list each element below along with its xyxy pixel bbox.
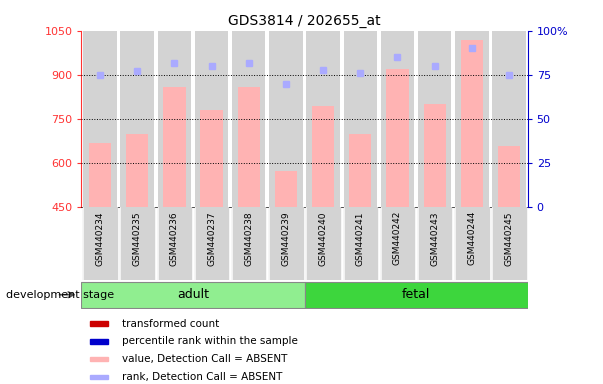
Bar: [312, 106, 334, 207]
Bar: [305, 282, 528, 308]
Text: percentile rank within the sample: percentile rank within the sample: [122, 336, 297, 346]
Bar: [387, 69, 409, 207]
Text: value, Detection Call = ABSENT: value, Detection Call = ABSENT: [122, 354, 287, 364]
Bar: [418, 31, 452, 207]
Bar: [455, 31, 488, 207]
Bar: [90, 321, 108, 326]
Bar: [238, 87, 260, 207]
Bar: [163, 87, 186, 207]
Bar: [492, 31, 526, 207]
Bar: [344, 31, 377, 207]
Text: GSM440239: GSM440239: [282, 211, 291, 266]
Bar: [121, 207, 154, 280]
Bar: [121, 31, 154, 207]
Text: transformed count: transformed count: [122, 319, 219, 329]
Bar: [83, 31, 117, 207]
Bar: [344, 207, 377, 280]
Bar: [90, 375, 108, 379]
Bar: [492, 207, 526, 280]
Bar: [380, 31, 414, 207]
Bar: [90, 339, 108, 344]
Text: GSM440234: GSM440234: [95, 211, 104, 265]
Text: GSM440243: GSM440243: [430, 211, 439, 265]
Text: GSM440245: GSM440245: [505, 211, 514, 265]
Bar: [232, 207, 265, 280]
Text: fetal: fetal: [402, 288, 431, 301]
Bar: [195, 207, 229, 280]
Text: GSM440240: GSM440240: [318, 211, 327, 265]
Text: GSM440242: GSM440242: [393, 211, 402, 265]
Bar: [275, 170, 297, 207]
Bar: [83, 207, 117, 280]
Text: rank, Detection Call = ABSENT: rank, Detection Call = ABSENT: [122, 372, 282, 382]
Bar: [380, 207, 414, 280]
Bar: [306, 207, 340, 280]
Text: GSM440241: GSM440241: [356, 211, 365, 265]
Bar: [200, 110, 223, 207]
Text: GSM440236: GSM440236: [170, 211, 179, 266]
Bar: [461, 40, 483, 207]
Bar: [89, 142, 111, 207]
Text: development stage: development stage: [6, 290, 114, 300]
Bar: [423, 104, 446, 207]
Bar: [157, 207, 191, 280]
Bar: [498, 146, 520, 207]
Text: GSM440244: GSM440244: [467, 211, 476, 265]
Bar: [157, 31, 191, 207]
Bar: [126, 134, 148, 207]
Bar: [306, 31, 340, 207]
Bar: [418, 207, 452, 280]
Text: GSM440237: GSM440237: [207, 211, 216, 266]
Text: GSM440238: GSM440238: [244, 211, 253, 266]
Bar: [455, 207, 488, 280]
Bar: [269, 207, 303, 280]
Bar: [195, 31, 229, 207]
Bar: [81, 282, 305, 308]
Bar: [90, 357, 108, 361]
Text: adult: adult: [177, 288, 209, 301]
Text: GSM440235: GSM440235: [133, 211, 142, 266]
Title: GDS3814 / 202655_at: GDS3814 / 202655_at: [228, 14, 381, 28]
Bar: [349, 134, 371, 207]
Bar: [269, 31, 303, 207]
Bar: [232, 31, 265, 207]
